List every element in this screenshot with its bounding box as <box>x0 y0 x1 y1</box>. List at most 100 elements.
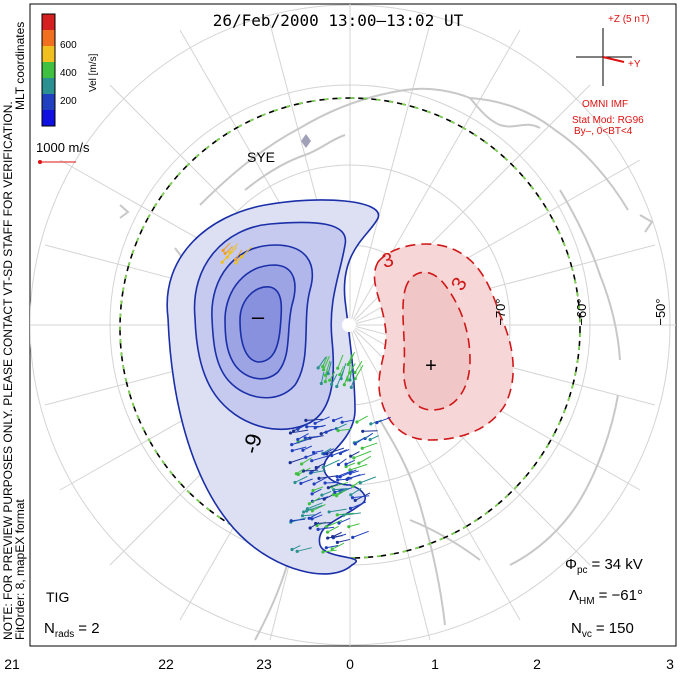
velocity-vector <box>309 497 321 505</box>
velocity-vector <box>328 483 338 489</box>
velocity-vector-origin <box>336 478 340 482</box>
velocity-vector <box>302 514 316 517</box>
velocity-vector <box>323 494 334 500</box>
velocity-vector-origin <box>321 550 325 554</box>
velocity-vector <box>314 416 330 424</box>
latitude-label-70: −70° <box>493 298 508 325</box>
velocity-vector-origin <box>296 437 300 442</box>
imf-stat-model: Stat Mod: RG96 <box>572 115 644 126</box>
mlt-tick-3: 3 <box>666 656 674 672</box>
velocity-vector <box>313 477 327 485</box>
velocity-vector-origin <box>311 450 316 455</box>
velocity-vector <box>342 419 355 423</box>
velocity-vector-origin <box>369 422 373 426</box>
velocity-vector <box>310 470 326 474</box>
velocity-vector-origin <box>223 251 227 256</box>
velocity-vector-origin <box>333 490 337 494</box>
velocity-vector-origin <box>308 526 312 530</box>
velocity-vector <box>354 364 364 379</box>
velocity-vector-origin <box>317 476 321 480</box>
velocity-vector <box>306 504 323 512</box>
velocity-vector <box>338 428 352 432</box>
velocity-vector <box>322 549 337 553</box>
velocity-vector-origin <box>349 493 353 497</box>
colorbar-tick-600: 600 <box>60 40 77 51</box>
velocity-vector-origin <box>328 378 332 382</box>
station-tig: TIG <box>46 589 69 605</box>
velocity-vector-origin <box>320 493 324 497</box>
velocity-vector-origin <box>288 431 293 435</box>
velocity-vector-origin <box>311 488 315 493</box>
imf-condition: By–, 0<BT<4 <box>574 126 633 137</box>
velocity-vector <box>376 416 391 424</box>
velocity-vector-origin <box>313 426 317 430</box>
velocity-vector-origin <box>355 420 359 424</box>
velocity-vector <box>222 242 231 251</box>
velocity-vector <box>321 490 332 496</box>
velocity-vector-origin <box>290 547 294 552</box>
velocity-vector <box>350 501 367 509</box>
positive-convection-cell: + 3 3 <box>373 243 514 441</box>
velocity-vector-origin <box>330 547 334 551</box>
velocity-vector <box>308 511 322 519</box>
velocity-vector <box>313 450 324 453</box>
velocity-vector-origin <box>358 481 362 485</box>
velocity-vector <box>292 446 307 452</box>
mlt-tick-0: 0 <box>346 656 354 672</box>
velocity-vector <box>333 487 348 491</box>
velocity-vector <box>293 423 307 432</box>
negative-cell-marker: – <box>252 304 265 329</box>
velocity-vector <box>353 450 372 459</box>
velocity-vector <box>301 457 312 465</box>
velocity-vector-origin <box>299 462 304 466</box>
velocity-vector-origin <box>346 476 351 480</box>
velocity-vector-origin <box>347 525 351 529</box>
velocity-vector-origin <box>316 366 320 370</box>
velocity-vector-origin <box>293 480 297 485</box>
velocity-vector-origin <box>304 418 308 423</box>
velocity-vector-origin <box>290 449 294 453</box>
velocity-vector <box>310 466 321 474</box>
velocity-vector <box>326 544 339 549</box>
velocity-vector-origin <box>323 481 327 485</box>
mlt-tick-21: 21 <box>4 656 20 672</box>
velocity-vector-origin <box>335 513 339 517</box>
velocity-vector-origin <box>336 366 340 370</box>
colorbar-label: Vel [m/s] <box>88 53 99 92</box>
velocity-vector-origin <box>307 516 311 520</box>
velocity-vector <box>362 442 378 449</box>
verification-note: NOTE: FOR PREVIEW PURPOSES ONLY. PLEASE … <box>1 101 15 640</box>
velocity-vector <box>345 459 355 465</box>
imf-plus-z: +Z (5 nT) <box>608 14 649 25</box>
velocity-vector-origin <box>324 525 329 529</box>
mlt-axis: 21 22 23 0 1 2 3 <box>4 656 674 672</box>
velocity-vector <box>229 243 239 253</box>
velocity-vector <box>336 423 347 430</box>
velocity-vector <box>352 495 370 499</box>
velocity-vector <box>326 519 343 528</box>
velocity-vector-origin <box>331 493 335 497</box>
vector-scale: 1000 m/s <box>36 140 90 164</box>
velocity-vector <box>356 415 368 423</box>
velocity-vector-origin <box>344 464 348 469</box>
velocity-vector <box>329 371 336 381</box>
velocity-vector <box>331 481 349 488</box>
velocity-vector-origin <box>234 257 238 262</box>
velocity-vector-origin <box>335 475 339 479</box>
velocity-vector <box>349 352 355 363</box>
velocity-vector <box>350 487 362 496</box>
velocity-vector-origin <box>321 365 325 369</box>
velocity-vector-origin <box>336 463 341 467</box>
velocity-vector-origin <box>289 519 293 523</box>
velocity-vector <box>312 504 326 512</box>
station-sye: SYE <box>247 134 311 165</box>
imf-source: OMNI IMF <box>582 99 628 110</box>
velocity-colorbar: 600 400 200 Vel [m/s] <box>41 13 99 127</box>
velocity-vector-origin <box>322 452 326 456</box>
velocity-vector-origin <box>310 509 314 513</box>
velocity-vector-origin <box>348 506 353 511</box>
stat-phi-pc: Φpc = 34 kV <box>565 556 643 576</box>
velocity-vector <box>291 518 306 522</box>
velocity-vector-origin <box>353 498 357 502</box>
velocity-vector <box>333 416 343 421</box>
